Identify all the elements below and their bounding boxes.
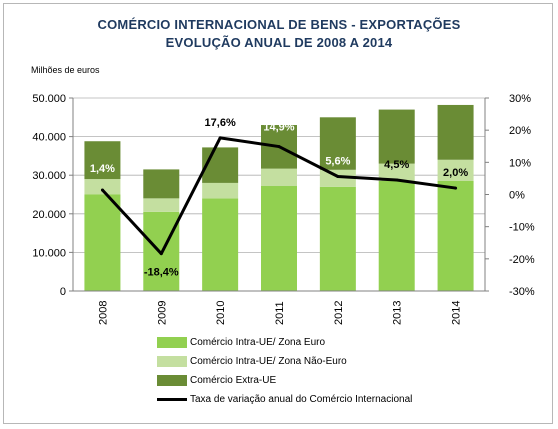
legend-label-zona-nao-euro: Comércio Intra-UE/ Zona Não-Euro [190, 356, 347, 367]
y-left-tick-label: 40.000 [32, 132, 66, 144]
y-right-tick-label: 0% [509, 190, 525, 202]
legend-swatch-zona-euro [157, 337, 187, 348]
data-label: 14,9% [263, 122, 294, 134]
y-left-tick-label: 20.000 [32, 209, 66, 221]
rate-point [395, 178, 399, 182]
legend-swatch-taxa-variacao [157, 398, 187, 401]
bar-segment-1 [378, 180, 415, 291]
rate-point [277, 145, 281, 149]
rate-point [159, 252, 163, 256]
x-tick-label: 2013 [392, 301, 404, 325]
data-label: 4,5% [384, 159, 409, 171]
bar-segment-3 [143, 169, 180, 199]
y-axis-unit-label: Milhões de euros [31, 65, 100, 75]
bar-segment-3 [378, 109, 415, 164]
y-left-tick-label: 10.000 [32, 247, 66, 259]
y-right-tick-label: -10% [509, 222, 535, 234]
rate-point [100, 188, 104, 192]
legend-swatch-zona-nao-euro [157, 356, 187, 367]
legend-label-zona-euro: Comércio Intra-UE/ Zona Euro [190, 337, 326, 348]
y-right-tick-label: 20% [509, 125, 531, 137]
data-label: -18,4% [144, 267, 179, 279]
chart-title-line2: EVOLUÇÃO ANUAL DE 2008 A 2014 [165, 35, 393, 50]
x-tick-label: 2009 [156, 301, 168, 325]
bar-segment-2 [84, 179, 121, 195]
bar-segment-3 [437, 104, 474, 160]
legend-label-taxa-variacao: Taxa de variação anual do Comércio Inter… [190, 394, 413, 405]
bar-segment-2 [319, 169, 356, 187]
bar-segment-2 [437, 159, 474, 181]
bar-segment-2 [378, 163, 415, 181]
legend-label-extra-ue: Comércio Extra-UE [190, 375, 277, 386]
bar-segment-3 [319, 117, 356, 170]
bar-segment-2 [143, 198, 180, 212]
bar-segment-2 [202, 182, 239, 199]
bar-segment-1 [319, 186, 356, 291]
y-left-tick-label: 30.000 [32, 170, 66, 182]
x-tick-label: 2008 [97, 301, 109, 325]
data-label: 5,6% [325, 155, 350, 167]
bar-segment-1 [84, 194, 121, 291]
y-right-tick-label: -20% [509, 254, 535, 266]
y-left-tick-label: 50.000 [32, 93, 66, 105]
rate-point [336, 174, 340, 178]
data-label: 17,6% [205, 117, 236, 129]
y-right-tick-label: 10% [509, 157, 531, 169]
legend-swatch-extra-ue [157, 375, 187, 386]
y-right-tick-label: 30% [509, 93, 531, 105]
data-label: 2,0% [443, 167, 468, 179]
y-right-tick-label: -30% [509, 286, 535, 298]
bar-segment-3 [84, 141, 121, 180]
x-tick-label: 2012 [333, 301, 345, 325]
x-tick-label: 2014 [451, 301, 463, 325]
chart-title-line1: COMÉRCIO INTERNACIONAL DE BENS - EXPORTA… [97, 17, 461, 32]
bar-segment-2 [261, 168, 297, 187]
data-label: 1,4% [90, 163, 115, 175]
x-tick-label: 2010 [215, 301, 227, 325]
y-left-tick-label: 0 [60, 286, 66, 298]
bar-segment-1 [202, 198, 239, 291]
rate-point [218, 136, 222, 140]
bar-segment-1 [261, 186, 297, 291]
bar-segment-1 [437, 180, 474, 291]
x-tick-label: 2011 [274, 301, 286, 325]
bar-segment-3 [202, 147, 239, 183]
rate-point [454, 186, 458, 190]
